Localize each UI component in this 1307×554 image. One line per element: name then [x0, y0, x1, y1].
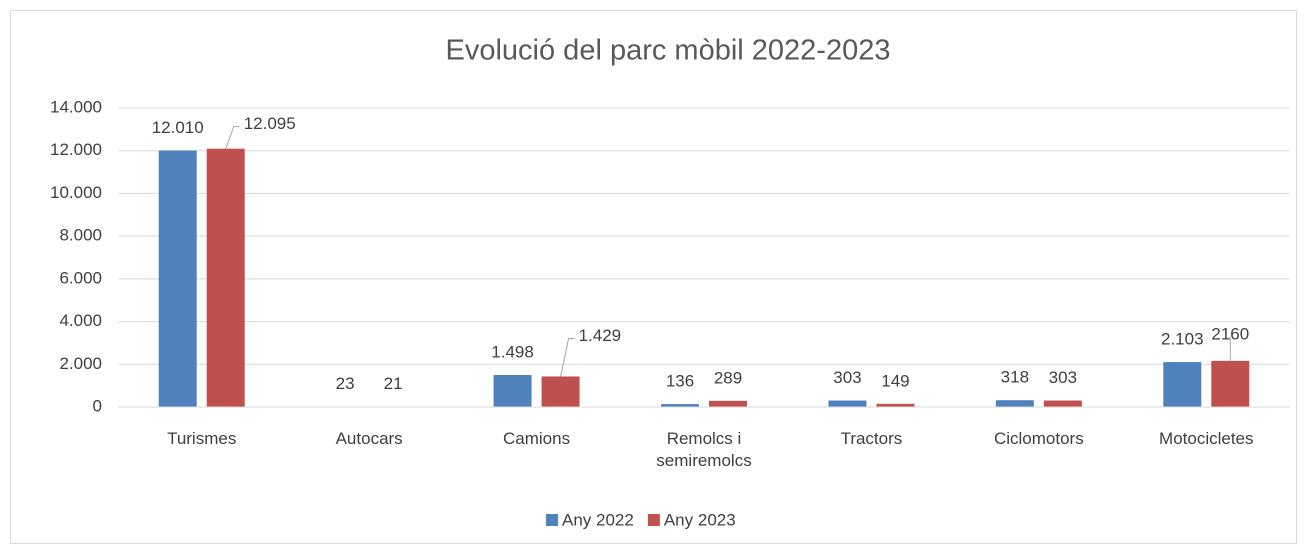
bar: [876, 403, 915, 407]
data-label: 12.095: [244, 114, 296, 133]
y-tick-label: 12.000: [50, 140, 102, 159]
y-tick-label: 0: [93, 396, 102, 415]
y-tick-label: 4.000: [59, 311, 102, 330]
data-label: 289: [714, 368, 742, 387]
data-label: 1.429: [579, 326, 622, 345]
x-tick-label: Autocars: [335, 429, 403, 448]
data-label: 1.498: [491, 342, 534, 361]
data-label: 136: [666, 372, 694, 391]
data-label: 149: [881, 371, 909, 390]
legend-swatch: [647, 514, 660, 526]
bar: [1163, 362, 1202, 407]
x-tick-label: Tractors: [840, 429, 903, 448]
y-tick-label: 2.000: [59, 354, 102, 373]
bar: [828, 400, 867, 407]
bar: [661, 404, 699, 407]
y-tick-label: 14.000: [50, 97, 102, 116]
bar: [158, 150, 197, 407]
bar: [1211, 360, 1250, 407]
leader-line: [560, 337, 575, 377]
legend-swatch: [546, 514, 558, 526]
data-label: 2.103: [1161, 330, 1204, 349]
bar: [709, 400, 747, 407]
x-tick-label: Remolcs i semiremolcs: [656, 429, 752, 470]
x-tick-label: Ciclomotors: [993, 429, 1084, 448]
bar: [206, 148, 245, 407]
data-label: 12.010: [152, 118, 204, 137]
y-tick-label: 6.000: [59, 268, 102, 287]
data-label: 2160: [1211, 324, 1249, 343]
bar: [541, 376, 580, 407]
y-tick-label: 10.000: [50, 183, 102, 202]
x-tick-label: Turismes: [167, 429, 237, 448]
leader-line: [225, 126, 240, 149]
x-tick-label: Camions: [503, 429, 571, 448]
chart-title: Evolució del parc mòbil 2022-2023: [446, 35, 891, 67]
data-label: 303: [833, 368, 861, 387]
bar: [493, 375, 532, 407]
bar: [995, 400, 1034, 407]
legend-label: Any 2023: [664, 510, 736, 529]
legend-label: Any 2022: [562, 510, 634, 529]
bar: [1043, 400, 1082, 407]
data-label: 303: [1049, 368, 1077, 387]
data-label: 23: [336, 374, 355, 393]
y-tick-label: 8.000: [59, 226, 102, 245]
data-label: 21: [384, 374, 403, 393]
data-label: 318: [1001, 368, 1029, 387]
x-tick-label: Motocicletes: [1159, 429, 1254, 448]
